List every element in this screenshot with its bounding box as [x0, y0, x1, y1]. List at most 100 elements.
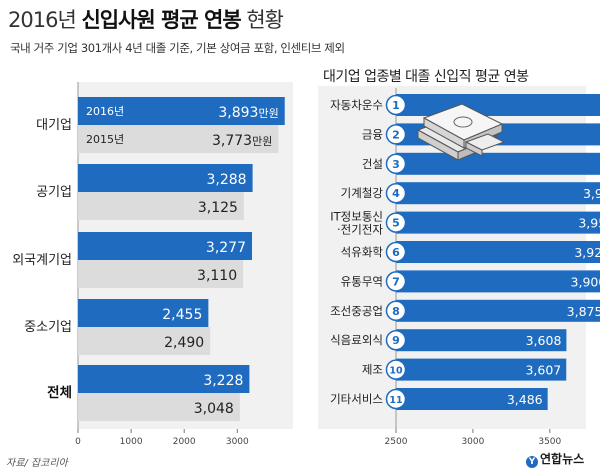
industry-label-line-b: ·전기전자: [337, 223, 383, 237]
industry-value-5: 3,925: [574, 245, 600, 260]
bar-2015-2: [78, 260, 244, 288]
rank-badge-5: [385, 241, 407, 263]
left-tick-label-1: 1000: [120, 437, 143, 447]
value-2016-3: 2,455: [162, 307, 202, 323]
bar-2015-0: [78, 125, 279, 153]
unit-suffix-2015: 만원: [252, 135, 272, 148]
value-2016-0: 3,893만원: [218, 105, 278, 121]
industry-value-9: 3,607: [525, 363, 561, 378]
right-tick-label-1: 3000: [461, 437, 484, 447]
logo-text: 연합뉴스: [540, 452, 585, 466]
rank-number-7: 8: [392, 305, 400, 318]
rank-number-10: 11: [389, 395, 402, 406]
rank-number-8: 9: [392, 334, 400, 347]
bar-2015-1: [78, 192, 244, 220]
title-suffix: 현황: [240, 8, 284, 32]
value-2016-1: 3,288: [206, 172, 246, 188]
rank-badge-0: [385, 94, 407, 116]
year-label-2016: 2016년: [86, 105, 124, 118]
rank-number-2: 3: [392, 158, 400, 171]
bar-2016-2: [78, 232, 253, 260]
rank-badge-10: [385, 388, 407, 410]
value-2015-4: 3,048: [194, 401, 234, 417]
left-tick-label-2: 2000: [173, 437, 196, 447]
year-label-2015: 2015년: [86, 133, 124, 146]
chart-subtitle: 국내 거주 기업 301개사 4년 대졸 기준, 기본 상여금 포함, 인센티브…: [10, 41, 345, 55]
industry-bar-7: [396, 299, 600, 322]
industry-label-5: 석유화학: [341, 245, 384, 259]
industry-chart: 4,289만원1자동차운수4,2252금융4,1673건설3,9814기계철강3…: [330, 94, 600, 447]
rank-badge-1: [385, 124, 407, 145]
category-label-0: 대기업: [36, 118, 72, 133]
industry-label-1: 금융: [362, 127, 383, 141]
money-stack-illustration: [416, 103, 506, 161]
left-tick-label-0: 0: [75, 437, 81, 447]
title-year: 2016년: [8, 8, 82, 32]
rank-badge-6: [385, 271, 407, 292]
rank-badge-9: [385, 359, 407, 380]
category-label-1: 공기업: [36, 185, 72, 200]
rank-badge-3: [385, 182, 407, 204]
industry-bar-0: [396, 94, 600, 116]
unit-suffix-2016: 만원: [258, 107, 278, 120]
logo-mark-icon: Y: [526, 456, 538, 468]
source-note: 자료/ 잡코리아: [6, 458, 68, 469]
rank-number-9: 10: [389, 366, 403, 377]
rank-badge-2: [385, 153, 407, 175]
industry-value-6: 3,900: [571, 274, 600, 289]
industry-label-2: 건설: [362, 157, 383, 171]
rank-number-0: 1: [392, 99, 400, 112]
industry-value-8: 3,608: [526, 333, 562, 348]
rank-number-6: 7: [392, 275, 400, 288]
rank-badge-4: [385, 212, 407, 233]
category-label-4: 전체: [47, 384, 72, 401]
industry-label-4: IT정보통신 ·전기전자: [330, 210, 383, 237]
industry-label-8: 식음료외식: [330, 333, 383, 347]
industry-label-line-a: IT정보통신: [330, 210, 383, 224]
industry-label-6: 유통무역: [341, 274, 383, 288]
left-tick-label-3: 3000: [226, 437, 249, 447]
category-label-3: 중소기업: [24, 320, 72, 335]
title-main: 신입사원 평균 연봉: [81, 8, 241, 32]
bar-2016-4: [78, 365, 250, 393]
rank-number-4: 5: [392, 217, 400, 230]
value-2016-4: 3,228: [203, 373, 243, 389]
industry-label-7: 조선중공업: [330, 304, 383, 318]
industry-bar-2: [396, 152, 600, 175]
bar-2016-0: [78, 97, 285, 125]
bar-2016-3: [78, 299, 209, 327]
rank-badge-8: [385, 329, 407, 351]
industry-bar-6: [396, 270, 600, 293]
bar-2015-3: [78, 327, 211, 355]
rank-number-5: 6: [392, 246, 400, 259]
industry-value-4: 3,951: [578, 216, 600, 231]
chart-title: 2016년 신입사원 평균 연봉 현황: [8, 4, 284, 36]
industry-bar-4: [396, 211, 600, 234]
industry-value-3: 3,981: [583, 186, 600, 201]
rank-number-1: 2: [392, 128, 400, 141]
bar-2015-4: [78, 393, 240, 421]
industry-label-3: 기계철강: [341, 186, 384, 200]
industry-label-10: 기타서비스: [330, 392, 383, 406]
value-2015-3: 2,490: [164, 335, 204, 351]
industry-label-9: 제조: [362, 363, 383, 377]
value-2015-0: 3,773만원: [212, 133, 272, 149]
yonhap-logo: Y 연합뉴스: [526, 450, 584, 468]
industry-bar-10: [396, 388, 548, 410]
industry-label-0: 자동차운수: [330, 98, 383, 112]
value-2015-1: 3,125: [198, 200, 238, 216]
industry-bar-9: [396, 358, 567, 381]
industry-chart-title: 대기업 업종별 대졸 신입직 평균 연봉: [323, 69, 529, 85]
value-2016-2: 3,277: [206, 240, 246, 256]
rank-number-3: 4: [392, 187, 400, 200]
industry-bar-5: [396, 241, 600, 263]
right-tick-label-2: 3500: [538, 437, 561, 447]
industry-bar-8: [396, 329, 567, 352]
rank-badge-7: [385, 300, 407, 322]
value-2015-2: 3,110: [197, 268, 237, 284]
industry-value-7: 3,875: [567, 304, 600, 319]
category-label-2: 외국계기업: [12, 253, 72, 268]
right-tick-label-0: 2500: [385, 437, 408, 447]
